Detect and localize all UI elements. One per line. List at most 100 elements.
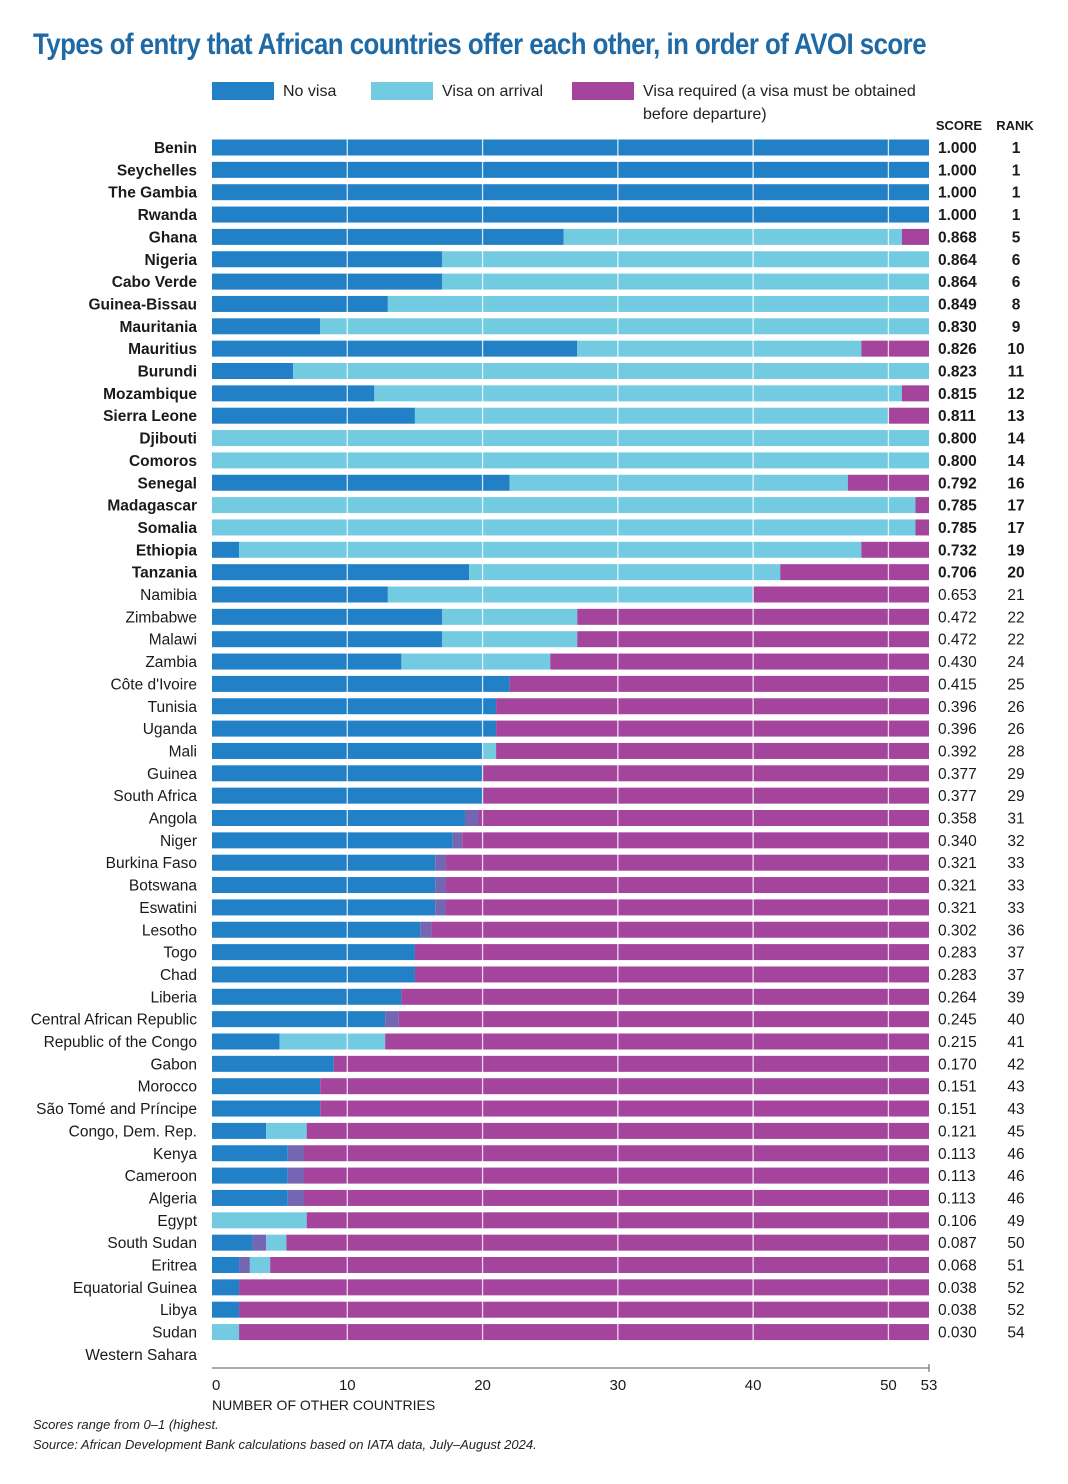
score-label-benin: 1.000	[938, 140, 977, 157]
bar-no-visa-c-te-d-ivoire	[212, 675, 510, 692]
bar-visa-on-arrival-zimbabwe	[441, 608, 578, 625]
rank-label-congo-dem-rep-: 45	[1007, 1123, 1024, 1140]
score-label-angola: 0.358	[938, 811, 977, 828]
country-label-sudan: Sudan	[152, 1325, 197, 1342]
rank-label-gabon: 42	[1007, 1056, 1024, 1073]
bar-visa-on-arrival-namibia	[387, 586, 754, 603]
rank-label-namibia: 21	[1007, 587, 1024, 604]
legend-swatch-no-visa	[212, 82, 274, 100]
score-label-egypt: 0.106	[938, 1213, 977, 1230]
bar-no-visa-burkina-faso	[212, 854, 436, 871]
bar-visa-on-arrival-ethiopia	[239, 541, 862, 558]
bar-visa-on-arrival-comoros	[212, 452, 929, 469]
bar-visa-on-arrival-senegal	[509, 474, 848, 491]
bar-no-visa-angola	[212, 810, 465, 826]
bar-visa-on-arrival-mauritius	[577, 340, 862, 357]
country-label-sierra-leone: Sierra Leone	[103, 408, 197, 425]
bar-visa-required-equatorial-guinea	[239, 1279, 929, 1296]
rank-label-malawi: 22	[1007, 632, 1024, 649]
bar-eta-south-sudan	[252, 1234, 267, 1251]
country-label-guinea-bissau: Guinea-Bissau	[88, 296, 197, 313]
country-label-zambia: Zambia	[145, 654, 197, 671]
bar-no-visa-togo	[212, 944, 415, 961]
rank-label-rwanda: 1	[1012, 207, 1021, 224]
bar-visa-required-sudan	[239, 1324, 929, 1341]
score-label-eswatini: 0.321	[938, 900, 977, 917]
bar-no-visa-equatorial-guinea	[212, 1279, 240, 1296]
chart-title: Types of entry that African countries of…	[33, 28, 927, 61]
legend-label-visa-required-line1: Visa required (a visa must be obtained	[643, 83, 916, 100]
country-label-cabo-verde: Cabo Verde	[112, 274, 198, 291]
country-label-chad: Chad	[160, 967, 197, 984]
bar-visa-required-eswatini	[446, 899, 929, 916]
score-label-cabo-verde: 0.864	[938, 274, 977, 291]
bar-eta-cameroon	[287, 1167, 304, 1184]
rank-label-kenya: 46	[1007, 1146, 1024, 1163]
x-axis-title: NUMBER OF OTHER COUNTRIES	[212, 1397, 435, 1413]
country-label-western-sahara: Western Sahara	[85, 1347, 197, 1364]
country-label-the-gambia: The Gambia	[108, 185, 197, 202]
bar-no-visa-tanzania	[212, 564, 470, 581]
score-label-uganda: 0.396	[938, 721, 977, 738]
bar-visa-required-zambia	[550, 653, 929, 670]
bar-visa-required-guinea	[482, 765, 929, 782]
bar-visa-required-angola	[478, 810, 929, 826]
footnote-scores: Scores range from 0–1 (highest.	[33, 1417, 219, 1432]
bar-visa-required-somalia	[915, 519, 929, 536]
rank-label-djibouti: 14	[1007, 431, 1025, 448]
country-label-lesotho: Lesotho	[142, 922, 197, 939]
country-label-djibouti: Djibouti	[139, 431, 197, 448]
bar-visa-on-arrival-south-sudan	[266, 1234, 287, 1251]
x-tick-label-53: 53	[921, 1377, 938, 1394]
score-label-seychelles: 1.000	[938, 162, 977, 179]
score-label-senegal: 0.792	[938, 475, 977, 492]
bar-visa-required-c-te-d-ivoire	[509, 675, 929, 692]
country-label-mozambique: Mozambique	[103, 386, 197, 403]
rank-label-south-africa: 29	[1007, 788, 1024, 805]
bar-visa-required-liberia	[401, 988, 929, 1005]
bar-visa-on-arrival-ghana	[563, 228, 902, 245]
bar-visa-required-botswana	[446, 877, 929, 894]
country-label-liberia: Liberia	[150, 989, 197, 1006]
bar-visa-on-arrival-mozambique	[374, 385, 902, 402]
bar-no-visa-the-gambia	[212, 184, 929, 201]
country-label-zimbabwe: Zimbabwe	[126, 609, 198, 626]
legend-label-no-visa: No visa	[283, 83, 337, 100]
country-label-cameroon: Cameroon	[125, 1168, 197, 1185]
rank-label-mali: 28	[1007, 743, 1024, 760]
bar-visa-on-arrival-madagascar	[212, 497, 916, 514]
country-label-nigeria: Nigeria	[144, 252, 197, 269]
bar-eta-lesotho	[420, 921, 432, 938]
gridlines-over-bars	[346, 137, 890, 1349]
bar-visa-required-sierra-leone	[888, 407, 929, 424]
bar-no-visa-zambia	[212, 653, 402, 670]
country-labels: Benin 1.000 1 Seychelles 1.000 1 The Gambia 1.0…	[31, 140, 1025, 1364]
country-label-benin: Benin	[154, 140, 197, 157]
bar-visa-on-arrival-eritrea	[249, 1257, 271, 1273]
bar-no-visa-algeria	[212, 1189, 288, 1206]
rank-label-guinea: 29	[1007, 766, 1024, 783]
country-label-uganda: Uganda	[143, 721, 198, 738]
bar-visa-required-algeria	[303, 1189, 930, 1206]
rank-label-cameroon: 46	[1007, 1168, 1024, 1185]
score-label-burkina-faso: 0.321	[938, 855, 977, 872]
country-label-congo-dem-rep-: Congo, Dem. Rep.	[69, 1123, 197, 1140]
rank-label-south-sudan: 50	[1007, 1235, 1025, 1252]
country-label-senegal: Senegal	[138, 475, 197, 492]
rank-label-libya: 52	[1007, 1302, 1024, 1319]
bar-visa-required-cameroon	[303, 1167, 930, 1184]
score-label-central-african-republic: 0.245	[938, 1012, 977, 1029]
score-label-liberia: 0.264	[938, 989, 977, 1006]
bar-no-visa-ethiopia	[212, 541, 240, 558]
country-label-egypt: Egypt	[157, 1213, 197, 1230]
bar-visa-on-arrival-nigeria	[441, 251, 929, 268]
country-label-eswatini: Eswatini	[139, 900, 197, 917]
rank-label-morocco: 43	[1007, 1079, 1024, 1096]
score-label-algeria: 0.113	[938, 1190, 976, 1207]
rank-label-liberia: 39	[1007, 989, 1024, 1006]
bar-visa-required-burkina-faso	[446, 854, 929, 871]
score-label-the-gambia: 1.000	[938, 185, 977, 202]
score-label-congo-dem-rep-: 0.121	[938, 1123, 977, 1140]
